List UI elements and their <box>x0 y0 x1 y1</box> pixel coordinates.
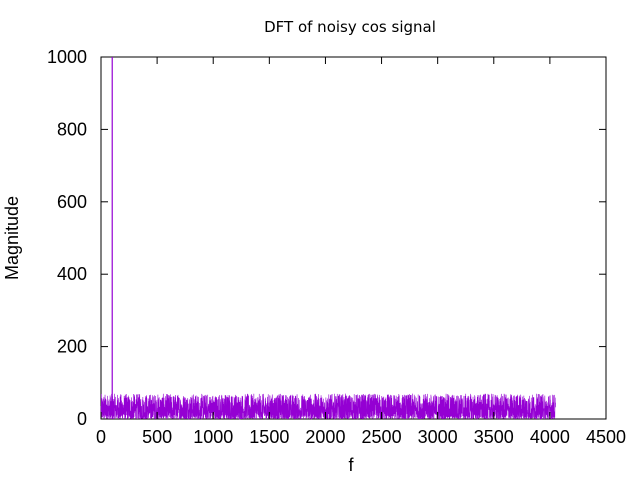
series-group <box>100 57 556 421</box>
x-tick-label: 0 <box>96 427 106 447</box>
x-tick-label: 1500 <box>249 427 289 447</box>
y-tick-label: 800 <box>57 119 87 139</box>
y-tick-label: 1000 <box>47 47 87 67</box>
y-tick-label: 400 <box>57 264 87 284</box>
plot-frame <box>100 56 607 420</box>
y-tick-label: 0 <box>77 409 87 429</box>
x-tick-label: 3000 <box>418 427 458 447</box>
x-tick-label: 4500 <box>586 427 626 447</box>
chart-title: DFT of noisy cos signal <box>264 18 436 36</box>
y-tick-label: 600 <box>57 192 87 212</box>
y-tick-label: 200 <box>57 337 87 357</box>
x-tick-label: 500 <box>142 427 172 447</box>
y-axis-label: Magnitude <box>2 196 22 280</box>
x-tick-label: 2000 <box>305 427 345 447</box>
x-axis-label: f <box>348 455 354 475</box>
series-line <box>100 393 556 421</box>
y-axis: 0 200 400 600 800 1000 <box>47 47 606 429</box>
x-tick-label: 4000 <box>530 427 570 447</box>
x-tick-label: 1000 <box>193 427 233 447</box>
x-tick-label: 2500 <box>362 427 402 447</box>
x-axis: 0 500 1000 1500 2000 2500 3000 3500 4000 4500 <box>96 57 626 447</box>
x-tick-label: 3500 <box>474 427 514 447</box>
